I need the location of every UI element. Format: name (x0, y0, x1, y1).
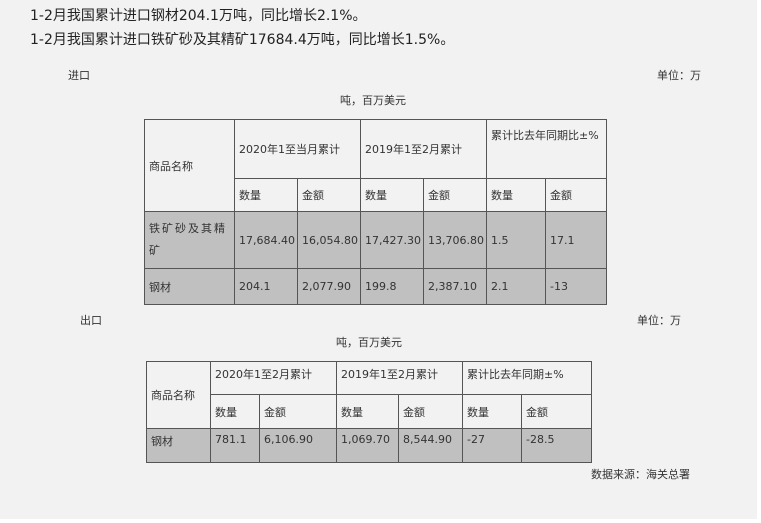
cell: 204.1 (234, 268, 298, 305)
table-row: 钢材 204.1 2,077.90 199.8 2,387.10 2.1 -13 (144, 268, 608, 305)
header-qty: 数量 (210, 394, 260, 429)
cell: 2,387.10 (423, 268, 487, 305)
cell: 17,684.40 (234, 211, 298, 269)
export-unit-cont: 吨，百万美元 (336, 336, 402, 349)
header-2020: 2020年1至当月累计 (234, 119, 361, 179)
data-source: 数据来源：海关总署 (591, 468, 690, 481)
import-unit: 单位：万 (657, 69, 701, 82)
cell: 2,077.90 (297, 268, 361, 305)
cell-name: 钢材 (144, 268, 235, 305)
cell-name: 铁矿砂及其精矿 (144, 211, 235, 269)
cell: 8,544.90 (398, 428, 463, 463)
header-amt: 金额 (398, 394, 463, 429)
export-label: 出口 (80, 314, 102, 327)
cell: -28.5 (520, 428, 593, 463)
header-qty: 数量 (462, 394, 522, 429)
headline-2: 1-2月我国累计进口铁矿砂及其精矿17684.4万吨，同比增长1.5%。 (30, 32, 455, 48)
export-table: 商品名称 2020年1至2月累计 2019年1至2月累计 累计比去年同期±% 数… (146, 361, 593, 463)
header-yoy: 累计比去年同期比±% (485, 119, 608, 179)
headline-1: 1-2月我国累计进口钢材204.1万吨，同比增长2.1%。 (30, 8, 367, 24)
cell: -27 (462, 428, 522, 463)
cell: 199.8 (360, 268, 424, 305)
header-name: 商品名称 (144, 119, 235, 212)
import-label: 进口 (68, 69, 90, 82)
header-qty: 数量 (360, 178, 424, 212)
export-unit: 单位：万 (637, 314, 681, 327)
header-qty: 数量 (234, 178, 298, 212)
cell: 6,106.90 (259, 428, 337, 463)
cell: 17.1 (544, 211, 608, 269)
header-2019: 2019年1至2月累计 (360, 119, 487, 179)
cell: -13 (544, 268, 608, 305)
header-2019: 2019年1至2月累计 (336, 361, 463, 395)
import-unit-cont: 吨，百万美元 (340, 94, 406, 107)
cell-name: 钢材 (146, 428, 211, 463)
import-table: 商品名称 2020年1至当月累计 2019年1至2月累计 累计比去年同期比±% … (144, 119, 608, 305)
header-qty: 数量 (486, 178, 546, 212)
header-amt: 金额 (297, 178, 361, 212)
table-row: 铁矿砂及其精矿 17,684.40 16,054.80 17,427.30 13… (144, 211, 608, 269)
header-name: 商品名称 (146, 361, 211, 429)
header-amt: 金额 (423, 178, 487, 212)
cell: 1,069.70 (336, 428, 399, 463)
cell: 2.1 (486, 268, 546, 305)
header-2020: 2020年1至2月累计 (210, 361, 337, 395)
header-yoy: 累计比去年同期±% (461, 361, 593, 395)
cell: 16,054.80 (297, 211, 361, 269)
cell: 1.5 (486, 211, 546, 269)
cell: 13,706.80 (423, 211, 487, 269)
cell: 17,427.30 (360, 211, 424, 269)
table-row: 钢材 781.1 6,106.90 1,069.70 8,544.90 -27 … (146, 428, 593, 463)
header-amt: 金额 (544, 178, 608, 212)
cell: 781.1 (210, 428, 260, 463)
header-qty: 数量 (336, 394, 399, 429)
header-amt: 金额 (259, 394, 337, 429)
header-amt: 金额 (520, 394, 593, 429)
